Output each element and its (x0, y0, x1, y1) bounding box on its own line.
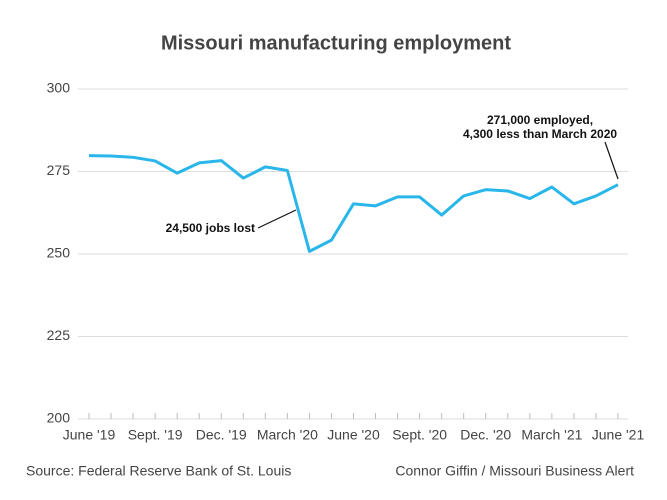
annotation-leader (604, 141, 619, 180)
x-tick-label: Dec. '20 (460, 427, 511, 443)
x-tick-label: Sept. '19 (128, 427, 183, 443)
chart-title: Missouri manufacturing employment (161, 32, 511, 54)
x-tick-label: June '20 (327, 427, 380, 443)
annotation: 271,000 employed, (487, 113, 593, 127)
credit: Connor Giffin / Missouri Business Alert (395, 463, 634, 479)
x-tick-label: March '20 (257, 427, 318, 443)
data-line (88, 154, 619, 253)
annotation-leader (257, 209, 297, 229)
source: Source: Federal Reserve Bank of St. Loui… (26, 463, 291, 479)
x-tick-label: Dec. '19 (196, 427, 247, 443)
annotation: 24,500 jobs lost (166, 221, 255, 235)
x-tick-label: Sept. '20 (392, 427, 447, 443)
y-tick-label: 300 (47, 80, 71, 96)
x-tick-label: June '19 (63, 427, 116, 443)
annotation: 4,300 less than March 2020 (463, 127, 617, 141)
y-tick-label: 250 (47, 245, 71, 261)
x-tick-label: June '21 (592, 427, 645, 443)
y-tick-label: 200 (47, 410, 71, 426)
y-tick-label: 275 (47, 162, 71, 178)
y-tick-label: 225 (47, 327, 71, 343)
x-tick-label: March '21 (521, 427, 582, 443)
